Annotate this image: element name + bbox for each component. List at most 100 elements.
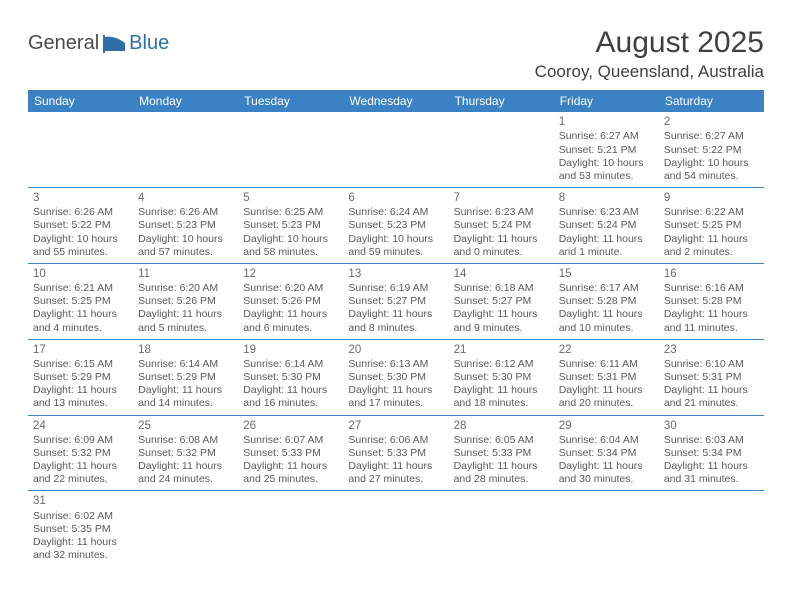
sunset-text: Sunset: 5:22 PM xyxy=(33,219,128,232)
sunrise-text: Sunrise: 6:02 AM xyxy=(33,510,128,523)
sunrise-text: Sunrise: 6:15 AM xyxy=(33,358,128,371)
sunrise-text: Sunrise: 6:06 AM xyxy=(348,434,443,447)
week-row: 10Sunrise: 6:21 AMSunset: 5:25 PMDayligh… xyxy=(28,264,764,340)
week-row: 17Sunrise: 6:15 AMSunset: 5:29 PMDayligh… xyxy=(28,340,764,416)
day-cell: 3Sunrise: 6:26 AMSunset: 5:22 PMDaylight… xyxy=(28,188,133,263)
day-number: 7 xyxy=(454,191,549,205)
sunrise-text: Sunrise: 6:14 AM xyxy=(138,358,233,371)
daylight-text: Daylight: 11 hours and 27 minutes. xyxy=(348,460,443,486)
daylight-text: Daylight: 10 hours and 58 minutes. xyxy=(243,233,338,259)
dow-sunday: Sunday xyxy=(28,90,133,112)
sunset-text: Sunset: 5:31 PM xyxy=(664,371,759,384)
sunset-text: Sunset: 5:24 PM xyxy=(454,219,549,232)
day-cell: 9Sunrise: 6:22 AMSunset: 5:25 PMDaylight… xyxy=(659,188,764,263)
day-number: 11 xyxy=(138,267,233,281)
header: General Blue August 2025 Cooroy, Queensl… xyxy=(28,26,764,82)
daylight-text: Daylight: 11 hours and 1 minute. xyxy=(559,233,654,259)
day-number: 5 xyxy=(243,191,338,205)
daylight-text: Daylight: 10 hours and 55 minutes. xyxy=(33,233,128,259)
calendar: Sunday Monday Tuesday Wednesday Thursday… xyxy=(28,90,764,566)
day-cell: 29Sunrise: 6:04 AMSunset: 5:34 PMDayligh… xyxy=(554,416,659,491)
daylight-text: Daylight: 11 hours and 30 minutes. xyxy=(559,460,654,486)
day-cell: 20Sunrise: 6:13 AMSunset: 5:30 PMDayligh… xyxy=(343,340,448,415)
sunset-text: Sunset: 5:29 PM xyxy=(138,371,233,384)
day-number: 25 xyxy=(138,419,233,433)
sunrise-text: Sunrise: 6:26 AM xyxy=(138,206,233,219)
day-number: 29 xyxy=(559,419,654,433)
day-cell: 31 Sunrise: 6:02 AMSunset: 5:35 PMDayligh… xyxy=(28,491,133,566)
sunset-text: Sunset: 5:34 PM xyxy=(559,447,654,460)
day-cell-empty xyxy=(343,112,448,187)
day-number: 3 xyxy=(33,191,128,205)
sunrise-text: Sunrise: 6:04 AM xyxy=(559,434,654,447)
dow-wednesday: Wednesday xyxy=(343,90,448,112)
day-cell: 28Sunrise: 6:05 AMSunset: 5:33 PMDayligh… xyxy=(449,416,554,491)
sunrise-text: Sunrise: 6:17 AM xyxy=(559,282,654,295)
day-number: 26 xyxy=(243,419,338,433)
sunset-text: Sunset: 5:30 PM xyxy=(348,371,443,384)
sunset-text: Sunset: 5:28 PM xyxy=(559,295,654,308)
day-cell: 25Sunrise: 6:08 AMSunset: 5:32 PMDayligh… xyxy=(133,416,238,491)
sunset-text: Sunset: 5:35 PM xyxy=(33,523,128,536)
sunset-text: Sunset: 5:27 PM xyxy=(454,295,549,308)
sunrise-text: Sunrise: 6:08 AM xyxy=(138,434,233,447)
sunset-text: Sunset: 5:32 PM xyxy=(33,447,128,460)
daylight-text: Daylight: 11 hours and 9 minutes. xyxy=(454,308,549,334)
sunrise-text: Sunrise: 6:23 AM xyxy=(454,206,549,219)
day-cell: 21Sunrise: 6:12 AMSunset: 5:30 PMDayligh… xyxy=(449,340,554,415)
sunrise-text: Sunrise: 6:20 AM xyxy=(138,282,233,295)
logo-text-2: Blue xyxy=(129,32,169,55)
day-cell: 5Sunrise: 6:25 AMSunset: 5:23 PMDaylight… xyxy=(238,188,343,263)
day-cell: 26Sunrise: 6:07 AMSunset: 5:33 PMDayligh… xyxy=(238,416,343,491)
sunset-text: Sunset: 5:22 PM xyxy=(664,144,759,157)
daylight-text: Daylight: 11 hours and 31 minutes. xyxy=(664,460,759,486)
day-cell: 30Sunrise: 6:03 AMSunset: 5:34 PMDayligh… xyxy=(659,416,764,491)
page: General Blue August 2025 Cooroy, Queensl… xyxy=(0,0,792,586)
daylight-text: Daylight: 11 hours and 6 minutes. xyxy=(243,308,338,334)
sunrise-text: Sunrise: 6:13 AM xyxy=(348,358,443,371)
sunrise-text: Sunrise: 6:23 AM xyxy=(559,206,654,219)
sunrise-text: Sunrise: 6:26 AM xyxy=(33,206,128,219)
day-cell: 27Sunrise: 6:06 AMSunset: 5:33 PMDayligh… xyxy=(343,416,448,491)
daylight-text: Daylight: 11 hours and 28 minutes. xyxy=(454,460,549,486)
daylight-text: Daylight: 10 hours and 53 minutes. xyxy=(559,157,654,183)
sunset-text: Sunset: 5:30 PM xyxy=(243,371,338,384)
day-cell: 18Sunrise: 6:14 AMSunset: 5:29 PMDayligh… xyxy=(133,340,238,415)
day-number: 18 xyxy=(138,343,233,357)
sunrise-text: Sunrise: 6:11 AM xyxy=(559,358,654,371)
day-number: 14 xyxy=(454,267,549,281)
location: Cooroy, Queensland, Australia xyxy=(535,62,764,82)
day-number: 31 xyxy=(33,494,128,508)
day-cell: 6Sunrise: 6:24 AMSunset: 5:23 PMDaylight… xyxy=(343,188,448,263)
sunset-text: Sunset: 5:24 PM xyxy=(559,219,654,232)
day-number: 8 xyxy=(559,191,654,205)
sunrise-text: Sunrise: 6:25 AM xyxy=(243,206,338,219)
day-number: 20 xyxy=(348,343,443,357)
day-cell-empty xyxy=(133,112,238,187)
daylight-text: Daylight: 11 hours and 32 minutes. xyxy=(33,536,128,562)
week-row: 1Sunrise: 6:27 AMSunset: 5:21 PMDaylight… xyxy=(28,112,764,188)
daylight-text: Daylight: 11 hours and 17 minutes. xyxy=(348,384,443,410)
day-cell: 19Sunrise: 6:14 AMSunset: 5:30 PMDayligh… xyxy=(238,340,343,415)
day-cell-empty xyxy=(28,112,133,187)
month-title: August 2025 xyxy=(535,26,764,60)
day-cell-empty xyxy=(343,491,448,566)
sunrise-text: Sunrise: 6:07 AM xyxy=(243,434,338,447)
sunrise-text: Sunrise: 6:27 AM xyxy=(559,130,654,143)
daylight-text: Daylight: 11 hours and 20 minutes. xyxy=(559,384,654,410)
sunset-text: Sunset: 5:27 PM xyxy=(348,295,443,308)
day-number: 23 xyxy=(664,343,759,357)
sunset-text: Sunset: 5:21 PM xyxy=(559,144,654,157)
day-cell-empty xyxy=(659,491,764,566)
sunset-text: Sunset: 5:29 PM xyxy=(33,371,128,384)
day-cell: 2Sunrise: 6:27 AMSunset: 5:22 PMDaylight… xyxy=(659,112,764,187)
day-cell-empty xyxy=(238,491,343,566)
sunrise-text: Sunrise: 6:16 AM xyxy=(664,282,759,295)
sunset-text: Sunset: 5:33 PM xyxy=(243,447,338,460)
sunset-text: Sunset: 5:25 PM xyxy=(664,219,759,232)
dow-tuesday: Tuesday xyxy=(238,90,343,112)
day-number: 24 xyxy=(33,419,128,433)
day-number: 9 xyxy=(664,191,759,205)
daylight-text: Daylight: 11 hours and 4 minutes. xyxy=(33,308,128,334)
sunset-text: Sunset: 5:25 PM xyxy=(33,295,128,308)
